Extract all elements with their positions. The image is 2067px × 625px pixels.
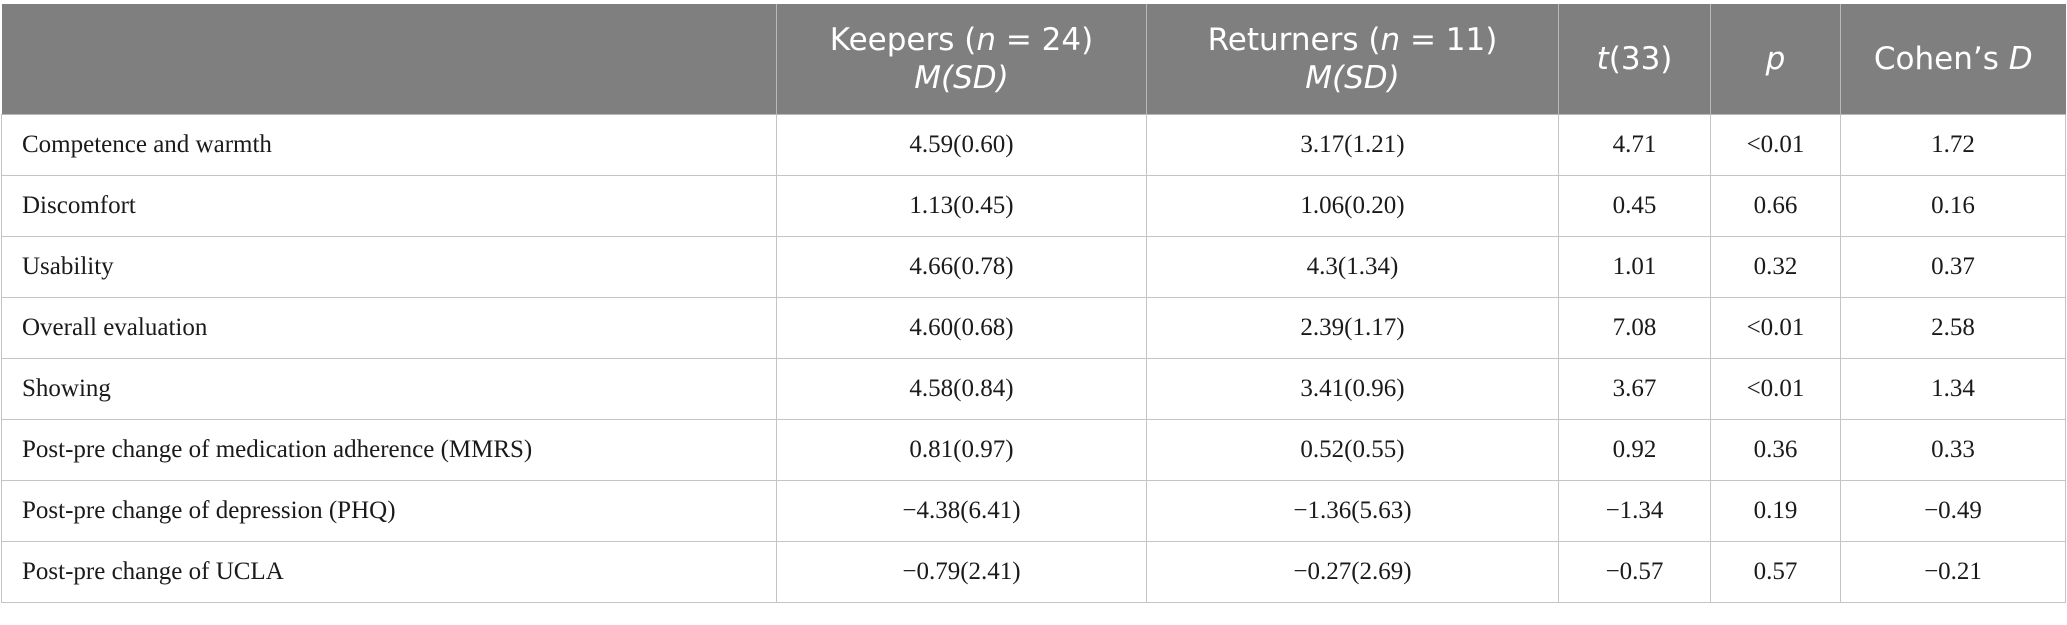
header-returners-stat: M(SD)	[1305, 59, 1400, 96]
keepers-cell: −4.38(6.41)	[776, 480, 1147, 542]
t-cell: 0.92	[1558, 419, 1711, 481]
cohens-d-cell: 0.33	[1840, 419, 2066, 481]
returners-cell: 4.3(1.34)	[1146, 236, 1559, 298]
row-measure-cell: Post-pre change of depression (PHQ)	[1, 480, 777, 542]
keepers-cell: 4.58(0.84)	[776, 358, 1147, 420]
row-measure-cell: Post-pre change of medication adherence …	[1, 419, 777, 481]
header-measure	[1, 4, 777, 115]
row-measure-cell: Overall evaluation	[1, 297, 777, 359]
p-cell: <0.01	[1710, 358, 1841, 420]
keepers-cell: 1.13(0.45)	[776, 175, 1147, 237]
returners-cell: 3.41(0.96)	[1146, 358, 1559, 420]
table-row: Competence and warmth 4.59(0.60) 3.17(1.21…	[1, 114, 2066, 176]
p-cell: 0.19	[1710, 480, 1841, 542]
cohens-d-cell: 1.72	[1840, 114, 2066, 176]
row-measure-cell: Usability	[1, 236, 777, 298]
returners-cell: 0.52(0.55)	[1146, 419, 1559, 481]
header-p: p	[1710, 4, 1841, 115]
header-keepers: Keepers (n = 24) M(SD)	[776, 4, 1147, 115]
p-cell: 0.66	[1710, 175, 1841, 237]
keepers-cell: 4.60(0.68)	[776, 297, 1147, 359]
keepers-cell: 4.66(0.78)	[776, 236, 1147, 298]
header-keepers-stat: M(SD)	[914, 59, 1009, 96]
t-cell: 0.45	[1558, 175, 1711, 237]
cohens-d-cell: 2.58	[1840, 297, 2066, 359]
p-cell: <0.01	[1710, 297, 1841, 359]
p-cell: 0.32	[1710, 236, 1841, 298]
table-row: Post-pre change of medication adherence …	[1, 419, 2066, 481]
cohens-d-cell: 0.16	[1840, 175, 2066, 237]
header-row: Keepers (n = 24) M(SD) Returners (n = 11…	[1, 4, 2066, 115]
returners-cell: 2.39(1.17)	[1146, 297, 1559, 359]
table-row: Showing 4.58(0.84) 3.41(0.96) 3.67 <0.01 1.34	[1, 358, 2066, 420]
table-row: Post-pre change of UCLA −0.79(2.41) −0.27(…	[1, 541, 2066, 603]
cohens-d-cell: −0.21	[1840, 541, 2066, 603]
t-cell: −1.34	[1558, 480, 1711, 542]
p-cell: <0.01	[1710, 114, 1841, 176]
header-returners-line1: Returners (n = 11)	[1207, 21, 1498, 58]
keepers-cell: 4.59(0.60)	[776, 114, 1147, 176]
table-row: Overall evaluation 4.60(0.68) 2.39(1.17) 7.…	[1, 297, 2066, 359]
t-cell: 7.08	[1558, 297, 1711, 359]
table-row: Discomfort 1.13(0.45) 1.06(0.20) 0.45 0.66 0.…	[1, 175, 2066, 237]
header-cohens-d: Cohen’s D	[1840, 4, 2066, 115]
t-cell: −0.57	[1558, 541, 1711, 603]
returners-cell: 3.17(1.21)	[1146, 114, 1559, 176]
cohens-d-cell: 1.34	[1840, 358, 2066, 420]
header-keepers-line1: Keepers (n = 24)	[829, 21, 1094, 58]
returners-cell: −0.27(2.69)	[1146, 541, 1559, 603]
p-cell: 0.36	[1710, 419, 1841, 481]
p-cell: 0.57	[1710, 541, 1841, 603]
table-row: Usability 4.66(0.78) 4.3(1.34) 1.01 0.32 0.37	[1, 236, 2066, 298]
header-t: t(33)	[1558, 4, 1711, 115]
table-row: Post-pre change of depression (PHQ) −4.38…	[1, 480, 2066, 542]
statistics-table: Keepers (n = 24) M(SD) Returners (n = 11…	[1, 4, 2066, 603]
row-measure-cell: Post-pre change of UCLA	[1, 541, 777, 603]
row-measure-cell: Competence and warmth	[1, 114, 777, 176]
cohens-d-cell: 0.37	[1840, 236, 2066, 298]
row-measure-cell: Discomfort	[1, 175, 777, 237]
t-cell: 1.01	[1558, 236, 1711, 298]
returners-cell: −1.36(5.63)	[1146, 480, 1559, 542]
table-header: Keepers (n = 24) M(SD) Returners (n = 11…	[1, 4, 2066, 115]
t-cell: 4.71	[1558, 114, 1711, 176]
keepers-cell: 0.81(0.97)	[776, 419, 1147, 481]
header-returners: Returners (n = 11) M(SD)	[1146, 4, 1559, 115]
row-measure-cell: Showing	[1, 358, 777, 420]
cohens-d-cell: −0.49	[1840, 480, 2066, 542]
returners-cell: 1.06(0.20)	[1146, 175, 1559, 237]
table-body: Competence and warmth 4.59(0.60) 3.17(1.21…	[1, 114, 2066, 603]
keepers-cell: −0.79(2.41)	[776, 541, 1147, 603]
t-cell: 3.67	[1558, 358, 1711, 420]
